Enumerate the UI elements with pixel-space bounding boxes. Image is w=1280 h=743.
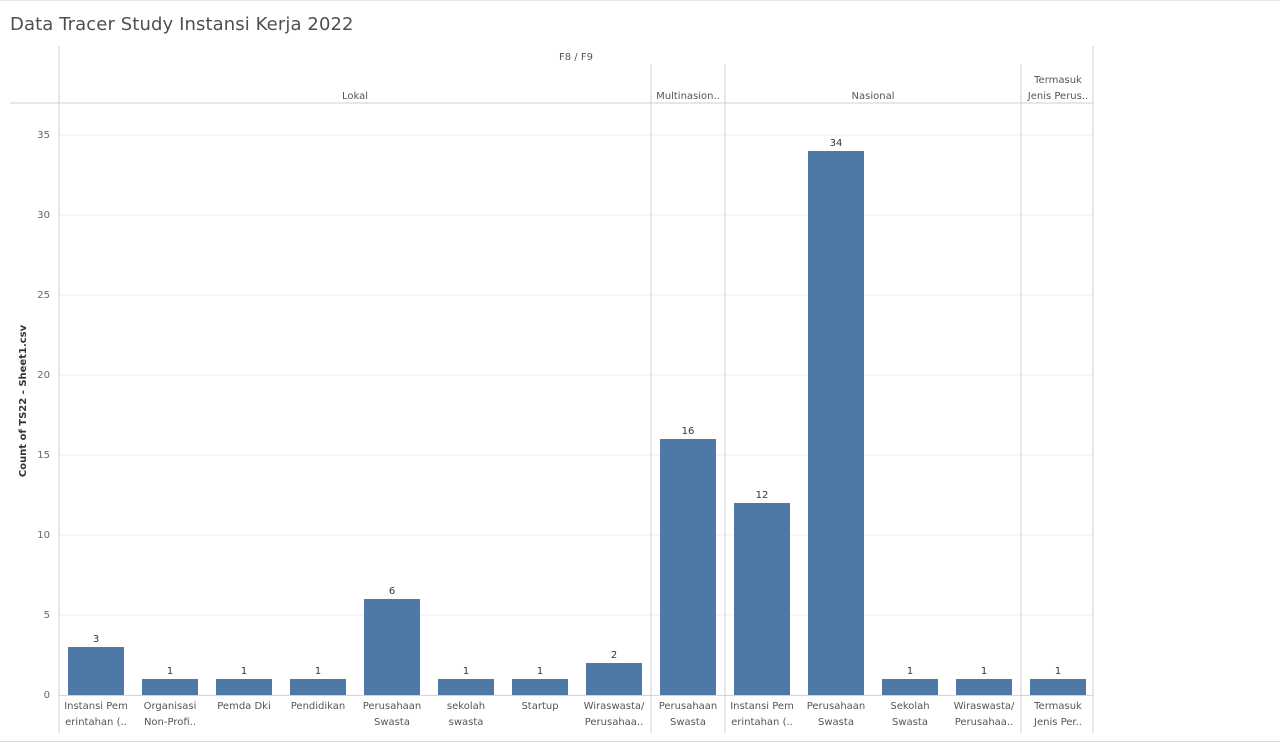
category-label: Perusahaan [659,701,718,712]
y-tick-label: 10 [37,530,50,541]
bar-value-label: 12 [756,490,769,501]
bar-value-label: 1 [167,666,173,677]
bar-value-label: 1 [981,666,987,677]
y-tick-label: 25 [37,290,50,301]
column-header: F8 / F9 [559,52,593,63]
category-label: Jenis Per.. [1033,717,1082,728]
y-tick-label: 15 [37,450,50,461]
y-tick-label: 0 [44,690,50,701]
category-label: Swasta [374,717,410,728]
category-label: swasta [449,717,484,728]
category-label: Perusahaa.. [955,717,1014,728]
category-label: Swasta [818,717,854,728]
category-label: Perusahaan [363,701,422,712]
bar [512,679,568,695]
bar-value-label: 34 [830,138,843,149]
y-axis-title: Count of TS22 - Sheet1.csv [18,324,29,477]
category-label: Instansi Pem [64,701,128,712]
bar-value-label: 1 [1055,666,1061,677]
bar [68,647,124,695]
bar [142,679,198,695]
bar [808,151,864,695]
bar-value-label: 1 [241,666,247,677]
y-tick-label: 35 [37,130,50,141]
category-label: Wiraswasta/ [954,701,1015,712]
category-label: Pemda Dki [217,701,271,712]
y-tick-label: 5 [44,610,50,621]
category-label: sekolah [447,701,485,712]
bar [290,679,346,695]
bar-value-label: 3 [93,634,99,645]
bar-value-label: 1 [907,666,913,677]
group-header-label: Lokal [342,91,368,102]
page-title: Data Tracer Study Instansi Kerja 2022 [10,14,354,35]
category-label: erintahan (.. [731,717,793,728]
category-label: Perusahaan [807,701,866,712]
bar [438,679,494,695]
group-header-label: Multinasion.. [656,91,720,102]
category-label: Pendidikan [291,701,346,712]
category-label: Swasta [670,717,706,728]
bar-value-label: 1 [315,666,321,677]
category-label: Instansi Pem [730,701,794,712]
top-divider [0,0,1280,1]
bar [956,679,1012,695]
bottom-divider [0,741,1280,742]
category-label: Termasuk [1033,701,1082,712]
y-tick-label: 30 [37,210,50,221]
group-header-label: Nasional [852,91,895,102]
bar [660,439,716,695]
bar [882,679,938,695]
bar-value-label: 2 [611,650,617,661]
bar [1030,679,1086,695]
bar-value-label: 1 [463,666,469,677]
category-label: erintahan (.. [65,717,127,728]
category-label: Sekolah [890,701,929,712]
group-header-label: Termasuk [1033,75,1082,86]
bar-value-label: 6 [389,586,395,597]
category-label: Swasta [892,717,928,728]
bar [364,599,420,695]
bar [216,679,272,695]
group-header-label: Jenis Perus.. [1027,91,1088,102]
bar-value-label: 1 [537,666,543,677]
category-label: Wiraswasta/ [584,701,645,712]
category-label: Perusahaa.. [585,717,644,728]
category-label: Startup [521,701,558,712]
bar-value-label: 16 [682,426,695,437]
category-label: Organisasi [144,701,197,712]
y-tick-label: 20 [37,370,50,381]
category-label: Non-Profi.. [144,717,196,728]
bar [586,663,642,695]
bar [734,503,790,695]
